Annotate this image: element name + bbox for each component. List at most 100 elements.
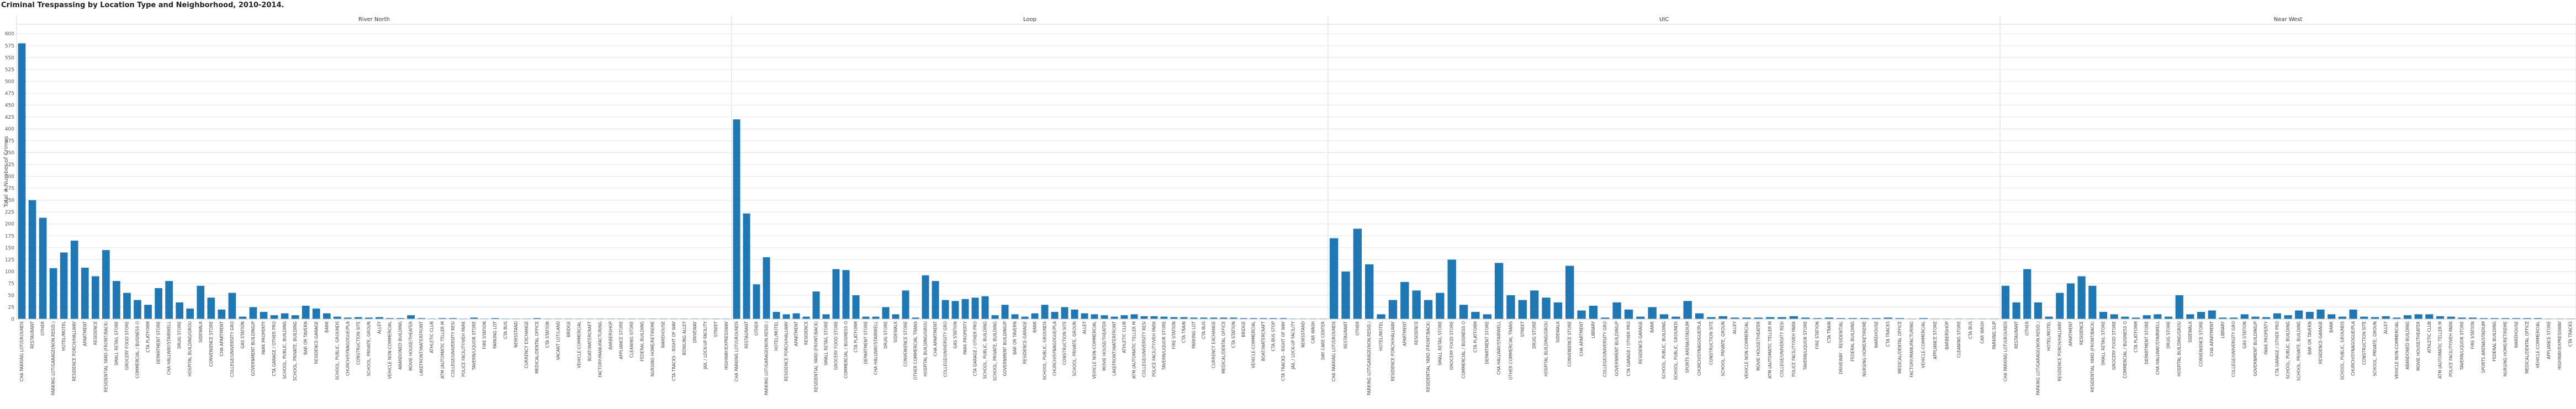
bar bbox=[1813, 318, 1822, 319]
x-tick-label: PARKING LOT/GARAGE(NON.RESID.) bbox=[1367, 321, 1372, 395]
bar bbox=[1400, 281, 1409, 319]
bar bbox=[1754, 317, 1763, 319]
bar bbox=[533, 318, 541, 319]
x-tick-label: SMALL RETAIL STORE bbox=[824, 321, 829, 365]
bar bbox=[312, 309, 320, 319]
bar bbox=[1051, 312, 1059, 319]
x-tick-label: FEDERAL BUILDING bbox=[1850, 321, 1855, 362]
x-tick-label: GOVERNMENT BUILDING/P bbox=[1615, 321, 1620, 376]
x-tick-label: HOTEL/MOTEL bbox=[61, 321, 66, 350]
x-tick-label: SCHOOL, PRIVATE, GROUN bbox=[1072, 321, 1077, 376]
bar bbox=[1061, 307, 1069, 319]
y-tick-label: 75 bbox=[8, 281, 14, 286]
facet-label: UIC bbox=[1659, 17, 1669, 23]
x-tick-label: APPLIANCE STORE bbox=[2546, 321, 2551, 359]
bar bbox=[1329, 238, 1339, 319]
x-tick-label: DRUG STORE bbox=[884, 321, 888, 349]
facet-label: River North bbox=[358, 17, 390, 23]
x-tick-label: ATHLETIC CLUB bbox=[430, 321, 435, 353]
x-tick-label: VEHICLE NON-COMMERCIAL bbox=[1744, 321, 1749, 379]
x-tick-label: MEDICAL/DENTAL OFFICE bbox=[535, 321, 539, 374]
x-tick-label: SMALL RETAIL STORE bbox=[1437, 321, 1442, 365]
bar bbox=[892, 314, 900, 319]
x-tick-label: CURRENCY EXCHANGE bbox=[524, 321, 529, 368]
x-tick-label: RESIDENCE bbox=[1414, 321, 1419, 345]
x-tick-label: SPORTS ARENA/STADIUM bbox=[2481, 321, 2486, 373]
x-tick-label: BARBERSHOP bbox=[1944, 321, 1949, 350]
bar bbox=[28, 200, 36, 319]
bar bbox=[2154, 314, 2162, 319]
bar bbox=[1577, 310, 1586, 319]
bar bbox=[2077, 276, 2086, 319]
x-tick-label: ATM (AUTOMATIC TELLER M bbox=[440, 321, 445, 379]
bar bbox=[2305, 312, 2314, 319]
bar bbox=[2523, 318, 2531, 319]
x-tick-label: OTHER COMMERCIAL TRANS bbox=[1508, 321, 1513, 380]
y-tick-label: 250 bbox=[5, 198, 14, 204]
x-tick-label: CHA PARKING LOT/GROUNDS bbox=[734, 321, 739, 381]
x-tick-label: SCHOOL, PUBLIC, BUILDING bbox=[1662, 321, 1667, 379]
bar bbox=[2479, 318, 2488, 319]
bar bbox=[1506, 295, 1515, 319]
x-tick-label: BOWLING ALLEY bbox=[682, 321, 687, 355]
x-tick-label: VEHICLE NON-COMMERCIAL bbox=[388, 321, 393, 379]
facet-label: Near West bbox=[2274, 17, 2303, 23]
bar bbox=[113, 281, 120, 319]
bar bbox=[2414, 314, 2422, 319]
x-tick-label: PARK PROPERTY bbox=[261, 321, 266, 355]
bar bbox=[2436, 316, 2445, 319]
y-tick-label: 325 bbox=[5, 162, 14, 168]
bar bbox=[2458, 317, 2466, 319]
bar bbox=[2262, 317, 2271, 319]
x-tick-label: SIDEWALK bbox=[1556, 321, 1561, 343]
x-tick-label: GROCERY FOOD STORE bbox=[834, 321, 839, 370]
bar bbox=[1648, 307, 1657, 319]
x-tick-label: CHA APARTMENT bbox=[219, 321, 224, 357]
bar bbox=[842, 270, 850, 319]
x-tick-label: DEPARTMENT STORE bbox=[1485, 321, 1490, 364]
bar bbox=[470, 317, 478, 319]
bar bbox=[207, 298, 215, 319]
bar bbox=[1837, 318, 1845, 319]
bar bbox=[270, 315, 278, 319]
x-tick-label: CONVENIENCE STORE bbox=[209, 321, 214, 367]
x-tick-label: SCHOOL, PUBLIC, GROUNDS bbox=[1043, 321, 1048, 380]
x-tick-label: RESIDENTIAL YARD (FRONT/BACK) bbox=[103, 321, 108, 392]
x-tick-label: WAREHOUSE bbox=[1874, 321, 1879, 348]
x-tick-label: PARK PROPERTY bbox=[2264, 321, 2269, 355]
x-tick-label: CHA APARTMENT bbox=[933, 321, 938, 357]
y-tick-label: 275 bbox=[5, 186, 14, 192]
x-tick-label: SPORTS ARENA/STADIUM bbox=[1685, 321, 1690, 373]
bar bbox=[2088, 285, 2097, 319]
x-tick-label: GOVERNMENT BUILDING/P bbox=[1003, 321, 1008, 376]
bar bbox=[1695, 313, 1704, 319]
x-tick-label: CHA APARTMENT bbox=[1579, 321, 1584, 357]
x-tick-label: VEHICLE-COMMERCIAL bbox=[1251, 321, 1256, 368]
x-tick-label: PARKING LOT/GARAGE(NON.RESID.) bbox=[764, 321, 769, 395]
bar bbox=[49, 268, 57, 319]
bar bbox=[792, 313, 800, 319]
bar bbox=[2001, 285, 2009, 319]
bar bbox=[971, 298, 979, 319]
x-tick-label: OTHER COMMERCIAL TRANS bbox=[913, 321, 918, 380]
bar bbox=[1101, 315, 1108, 319]
bar bbox=[1001, 305, 1009, 319]
x-tick-label: JAIL / LOCK-UP FACILITY bbox=[1291, 321, 1296, 370]
bar bbox=[2186, 314, 2194, 319]
x-tick-label: MOVIE HOUSE/THEATER bbox=[1102, 321, 1107, 371]
y-tick-label: 450 bbox=[5, 103, 14, 108]
x-tick-label: ABANDONED BUILDING bbox=[398, 321, 403, 370]
x-tick-label: TAVERN/LIQUOR STORE bbox=[1803, 321, 1808, 371]
bar bbox=[1589, 305, 1598, 319]
x-tick-label: RESTAURANT bbox=[744, 321, 749, 349]
x-tick-label: WAREHOUSE bbox=[661, 321, 666, 348]
bar bbox=[344, 317, 352, 319]
bar bbox=[2240, 314, 2249, 319]
bar bbox=[1160, 316, 1168, 319]
x-tick-label: COMMERCIAL / BUSINESS O bbox=[1461, 321, 1466, 379]
bar bbox=[1471, 312, 1480, 319]
bar bbox=[386, 318, 394, 319]
bar bbox=[932, 281, 939, 319]
x-tick-label: SIDEWALK bbox=[198, 321, 203, 343]
x-tick-label: GROCERY FOOD STORE bbox=[124, 321, 129, 370]
